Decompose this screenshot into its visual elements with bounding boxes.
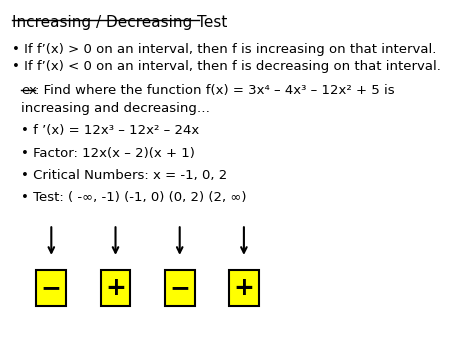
Text: increasing and decreasing…: increasing and decreasing… — [21, 102, 210, 115]
Text: +: + — [105, 276, 126, 300]
Text: • If f’(x) < 0 on an interval, then f is decreasing on that interval.: • If f’(x) < 0 on an interval, then f is… — [12, 60, 441, 73]
FancyBboxPatch shape — [100, 270, 130, 307]
Text: • If f’(x) > 0 on an interval, then f is increasing on that interval.: • If f’(x) > 0 on an interval, then f is… — [12, 43, 436, 56]
Text: ex: ex — [21, 83, 37, 97]
Text: −: − — [41, 276, 62, 300]
Text: −: − — [169, 276, 190, 300]
Text: +: + — [234, 276, 254, 300]
Text: Increasing / Decreasing Test: Increasing / Decreasing Test — [12, 15, 227, 30]
Text: • Critical Numbers: x = -1, 0, 2: • Critical Numbers: x = -1, 0, 2 — [21, 169, 227, 182]
Text: • Factor: 12x(x – 2)(x + 1): • Factor: 12x(x – 2)(x + 1) — [21, 147, 195, 160]
Text: • Test: ( -∞, -1) (-1, 0) (0, 2) (2, ∞): • Test: ( -∞, -1) (-1, 0) (0, 2) (2, ∞) — [21, 191, 247, 204]
FancyBboxPatch shape — [36, 270, 66, 307]
FancyBboxPatch shape — [165, 270, 195, 307]
Text: • f ’(x) = 12x³ – 12x² – 24x: • f ’(x) = 12x³ – 12x² – 24x — [21, 124, 199, 137]
FancyBboxPatch shape — [229, 270, 259, 307]
Text: : Find where the function f(x) = 3x⁴ – 4x³ – 12x² + 5 is: : Find where the function f(x) = 3x⁴ – 4… — [35, 83, 394, 97]
